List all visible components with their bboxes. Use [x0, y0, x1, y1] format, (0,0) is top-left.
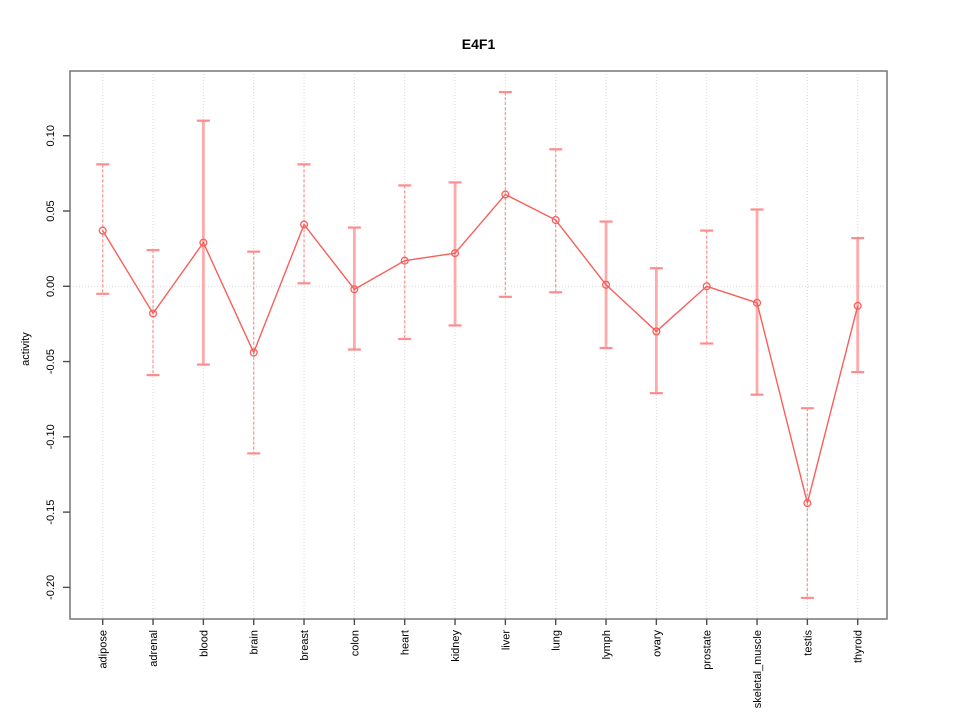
x-tick-label: lung	[551, 630, 563, 651]
data-point	[853, 301, 862, 310]
x-tick-label: lymph	[601, 630, 613, 659]
x-tick-label: adipose	[98, 630, 110, 669]
data-point	[350, 285, 359, 294]
x-tick-label: prostate	[702, 630, 714, 670]
data-point	[601, 280, 611, 289]
y-tick-label: -0.15	[45, 500, 57, 525]
data-point	[702, 282, 711, 291]
y-tick-label: 0.00	[45, 276, 57, 297]
data-point	[400, 256, 409, 265]
x-tick-label: testis	[802, 630, 814, 656]
y-tick-label: -0.05	[45, 349, 57, 374]
plot-border	[69, 70, 888, 620]
data-point	[450, 249, 460, 258]
y-tick-label: 0.05	[45, 200, 57, 221]
x-tick-label: skeletal_muscle	[752, 630, 764, 708]
x-tick-label: ovary	[651, 630, 663, 657]
x-tick-label: blood	[198, 630, 210, 657]
data-point	[199, 238, 208, 247]
y-tick-label: -0.20	[45, 575, 57, 600]
chart-title: E4F1	[461, 36, 496, 52]
series-line	[102, 193, 859, 504]
data-point	[752, 298, 762, 307]
data-point	[249, 348, 258, 357]
x-tick-label: heart	[400, 630, 412, 655]
data-point	[551, 215, 560, 225]
x-tick-label: breast	[299, 630, 311, 661]
data-point	[299, 220, 309, 229]
x-tick-label: brain	[249, 630, 261, 654]
x-tick-label: colon	[349, 630, 361, 656]
x-tick-label: liver	[500, 630, 512, 651]
x-tick-label: adrenal	[148, 630, 160, 667]
data-point	[501, 190, 510, 199]
data-point	[148, 309, 158, 318]
y-tick-label: -0.10	[45, 424, 57, 449]
data-point	[803, 499, 812, 508]
y-tick-label: 0.10	[45, 125, 57, 146]
data-point	[98, 226, 107, 235]
x-tick-label: kidney	[450, 630, 462, 662]
x-tick-label: thyroid	[853, 630, 865, 663]
data-point	[652, 327, 661, 336]
